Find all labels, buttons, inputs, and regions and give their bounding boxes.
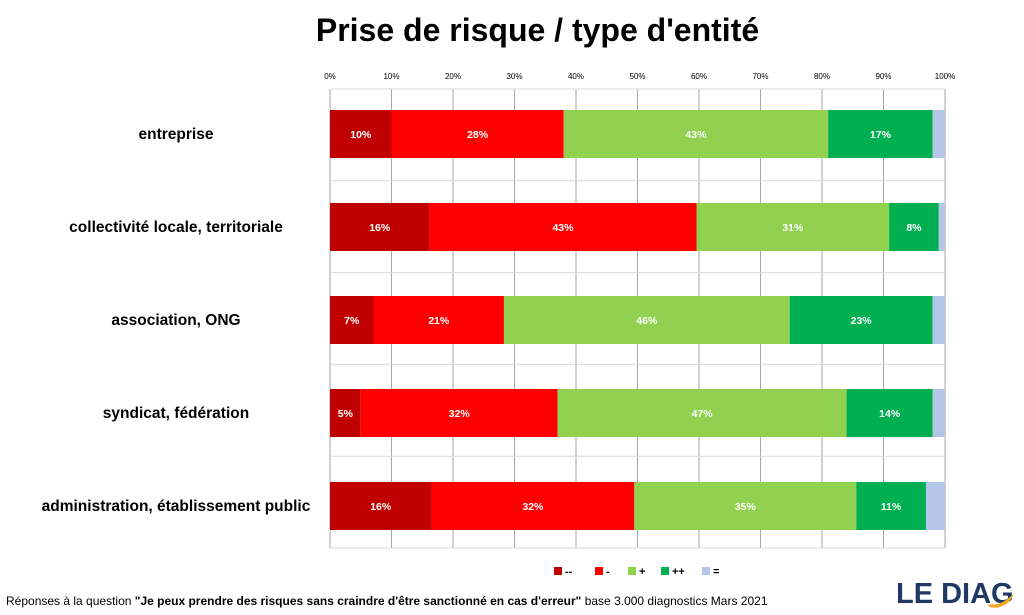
data-label: 17% [870,129,892,141]
x-tick-label: 70% [752,72,768,81]
bar-segment [634,482,857,530]
data-label: 8% [906,222,922,234]
bar-segment [932,110,945,158]
legend-swatch [661,567,669,575]
data-label: 46% [636,315,658,327]
x-axis-ticks: 0% 10% 20% 30% 40% 50% 60% 70% 80% 90% 100% [324,72,955,81]
data-label: 32% [522,501,544,513]
bar-segment [789,296,933,344]
bar-segment [938,203,945,251]
bar-segment [846,389,933,437]
footer-question: "Je peux prendre des risques sans craind… [134,594,582,608]
bar-segment [563,110,829,158]
footer-note: Réponses à la question "Je peux prendre … [6,594,768,608]
data-label: 47% [692,408,714,420]
footer-prefix: Réponses à la question [6,594,135,608]
chart-title: Prise de risque / type d'entité [315,12,760,48]
bar-segment [503,296,790,344]
data-label: 21% [428,315,450,327]
legend-label: = [713,566,719,578]
data-label: 16% [370,501,392,513]
data-label: 5% [338,408,354,420]
x-tick-label: 30% [506,72,522,81]
data-label: 10% [350,129,372,141]
legend-swatch [702,567,710,575]
le-diag-logo: LE DIAG [896,578,1014,610]
category-label: administration, établissement public [42,498,311,515]
data-label: 43% [685,129,707,141]
x-tick-label: 100% [935,72,955,81]
legend-swatch [554,567,562,575]
category-label: entreprise [139,126,214,143]
legend-swatch [595,567,603,575]
x-tick-label: 60% [691,72,707,81]
data-label: 35% [735,501,757,513]
bar-segment [330,203,430,251]
data-label: 16% [369,222,391,234]
legend-label: + [639,566,645,578]
bar-segment [932,389,945,437]
footer-suffix: base 3.000 diagnostics Mars 2021 [581,594,768,608]
data-label: 7% [344,315,360,327]
x-tick-label: 80% [814,72,830,81]
x-tick-label: 10% [383,72,399,81]
x-tick-label: 0% [324,72,336,81]
bar-segment [429,203,697,251]
bar-segment [330,482,432,530]
category-label: syndicat, fédération [103,405,249,422]
legend: -- - + ++ = [554,566,719,578]
data-label: 31% [782,222,804,234]
stacked-bar-chart: 0% 10% 20% 30% 40% 50% 60% 70% 80% 90% 100% 10% 28%… [42,72,956,578]
data-label: 11% [881,501,902,513]
legend-label: - [606,566,610,578]
bar-segment [932,296,945,344]
data-label: 43% [552,222,574,234]
bar-segment [330,110,392,158]
bar-segment [557,389,847,437]
data-label: 23% [851,315,873,327]
x-tick-label: 20% [445,72,461,81]
legend-label: ++ [672,566,685,578]
bar-segment [696,203,890,251]
x-tick-label: 90% [875,72,891,81]
bar-segment [373,296,504,344]
bars: 10% 28% 43% 17% 16% 43% 31% 8% 7% 21% 46% 23% 5% 32% 4… [330,110,945,530]
x-tick-label: 40% [568,72,584,81]
bar-segment [856,482,926,530]
bar-segment [828,110,933,158]
bar-segment [431,482,635,530]
category-label: association, ONG [111,312,240,329]
x-tick-label: 50% [629,72,645,81]
category-label: collectivité locale, territoriale [69,219,283,236]
bar-segment [889,203,939,251]
data-label: 32% [449,408,471,420]
category-labels: entreprise collectivité locale, territori… [42,126,311,515]
data-label: 28% [467,129,489,141]
bar-segment [360,389,558,437]
bar-segment [925,482,945,530]
legend-swatch [628,567,636,575]
bar-segment [330,389,361,437]
legend-label: -- [565,566,573,578]
bar-segment [330,296,374,344]
data-label: 14% [879,408,901,420]
bar-segment [391,110,564,158]
